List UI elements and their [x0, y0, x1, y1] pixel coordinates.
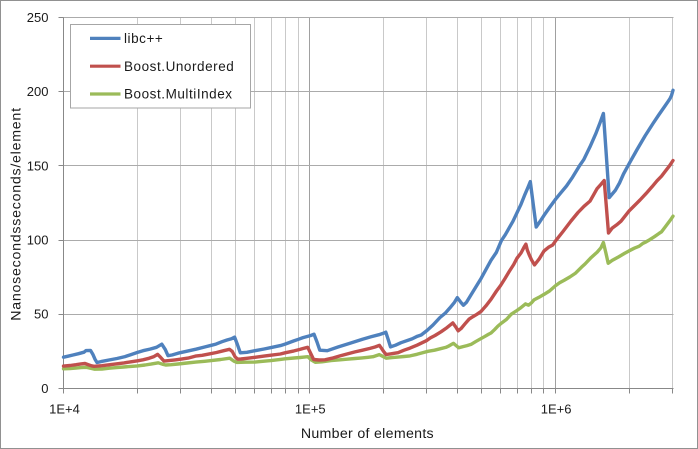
svg-text:50: 50	[34, 307, 48, 322]
svg-text:1E+4: 1E+4	[49, 402, 80, 417]
svg-text:Boost.Unordered: Boost.Unordered	[124, 59, 234, 74]
svg-text:250: 250	[27, 10, 49, 25]
svg-text:150: 150	[27, 158, 49, 173]
svg-text:100: 100	[27, 233, 49, 248]
svg-text:Boost.MultiIndex: Boost.MultiIndex	[124, 87, 233, 102]
svg-text:0: 0	[41, 381, 48, 396]
svg-text:libc++: libc++	[124, 31, 163, 46]
svg-text:200: 200	[27, 84, 49, 99]
svg-text:Nanosecondsseconds/element: Nanosecondsseconds/element	[8, 107, 24, 321]
svg-text:1E+6: 1E+6	[541, 402, 572, 417]
svg-text:1E+5: 1E+5	[295, 402, 326, 417]
svg-text:Number of elements: Number of elements	[301, 426, 434, 442]
